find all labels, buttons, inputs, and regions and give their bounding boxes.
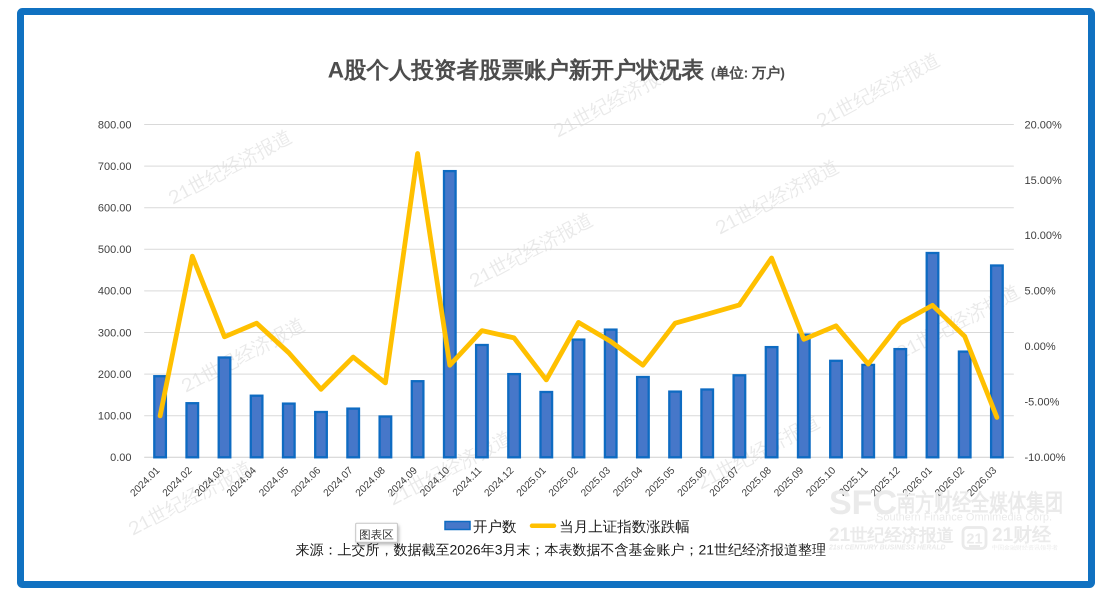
- svg-text:5.00%: 5.00%: [1025, 286, 1056, 298]
- svg-text:15.00%: 15.00%: [1025, 175, 1063, 187]
- svg-text:500.00: 500.00: [98, 244, 132, 256]
- svg-text:21: 21: [699, 542, 715, 558]
- svg-text:700.00: 700.00: [98, 161, 132, 173]
- svg-text:21: 21: [829, 525, 851, 546]
- svg-text:600.00: 600.00: [98, 203, 132, 215]
- svg-text:SFC: SFC: [829, 484, 897, 522]
- svg-text:21: 21: [966, 532, 982, 548]
- svg-text:10.00%: 10.00%: [1025, 230, 1063, 242]
- svg-text:2026: 2026: [450, 542, 481, 558]
- svg-text:0.00: 0.00: [110, 452, 131, 464]
- svg-text:21: 21: [992, 525, 1014, 546]
- svg-text:100.00: 100.00: [98, 411, 132, 423]
- svg-text:200.00: 200.00: [98, 369, 132, 381]
- svg-text:20.00%: 20.00%: [1025, 119, 1063, 131]
- svg-text:(: (: [711, 65, 716, 81]
- svg-text::: :: [744, 65, 753, 81]
- svg-text:Southern Finance Omnimedia Cor: Southern Finance Omnimedia Corp.: [876, 512, 1052, 524]
- svg-text:3: 3: [495, 542, 503, 558]
- svg-text:800.00: 800.00: [98, 119, 132, 131]
- svg-text:A: A: [328, 58, 344, 83]
- svg-text:-5.00%: -5.00%: [1025, 397, 1060, 409]
- svg-text:): ): [780, 65, 785, 81]
- svg-text:21st CENTURY BUSINESS HERALD: 21st CENTURY BUSINESS HERALD: [828, 545, 946, 552]
- svg-text:400.00: 400.00: [98, 286, 132, 298]
- svg-text:300.00: 300.00: [98, 327, 132, 339]
- svg-text:0.00%: 0.00%: [1025, 341, 1056, 353]
- svg-text:-10.00%: -10.00%: [1025, 452, 1066, 464]
